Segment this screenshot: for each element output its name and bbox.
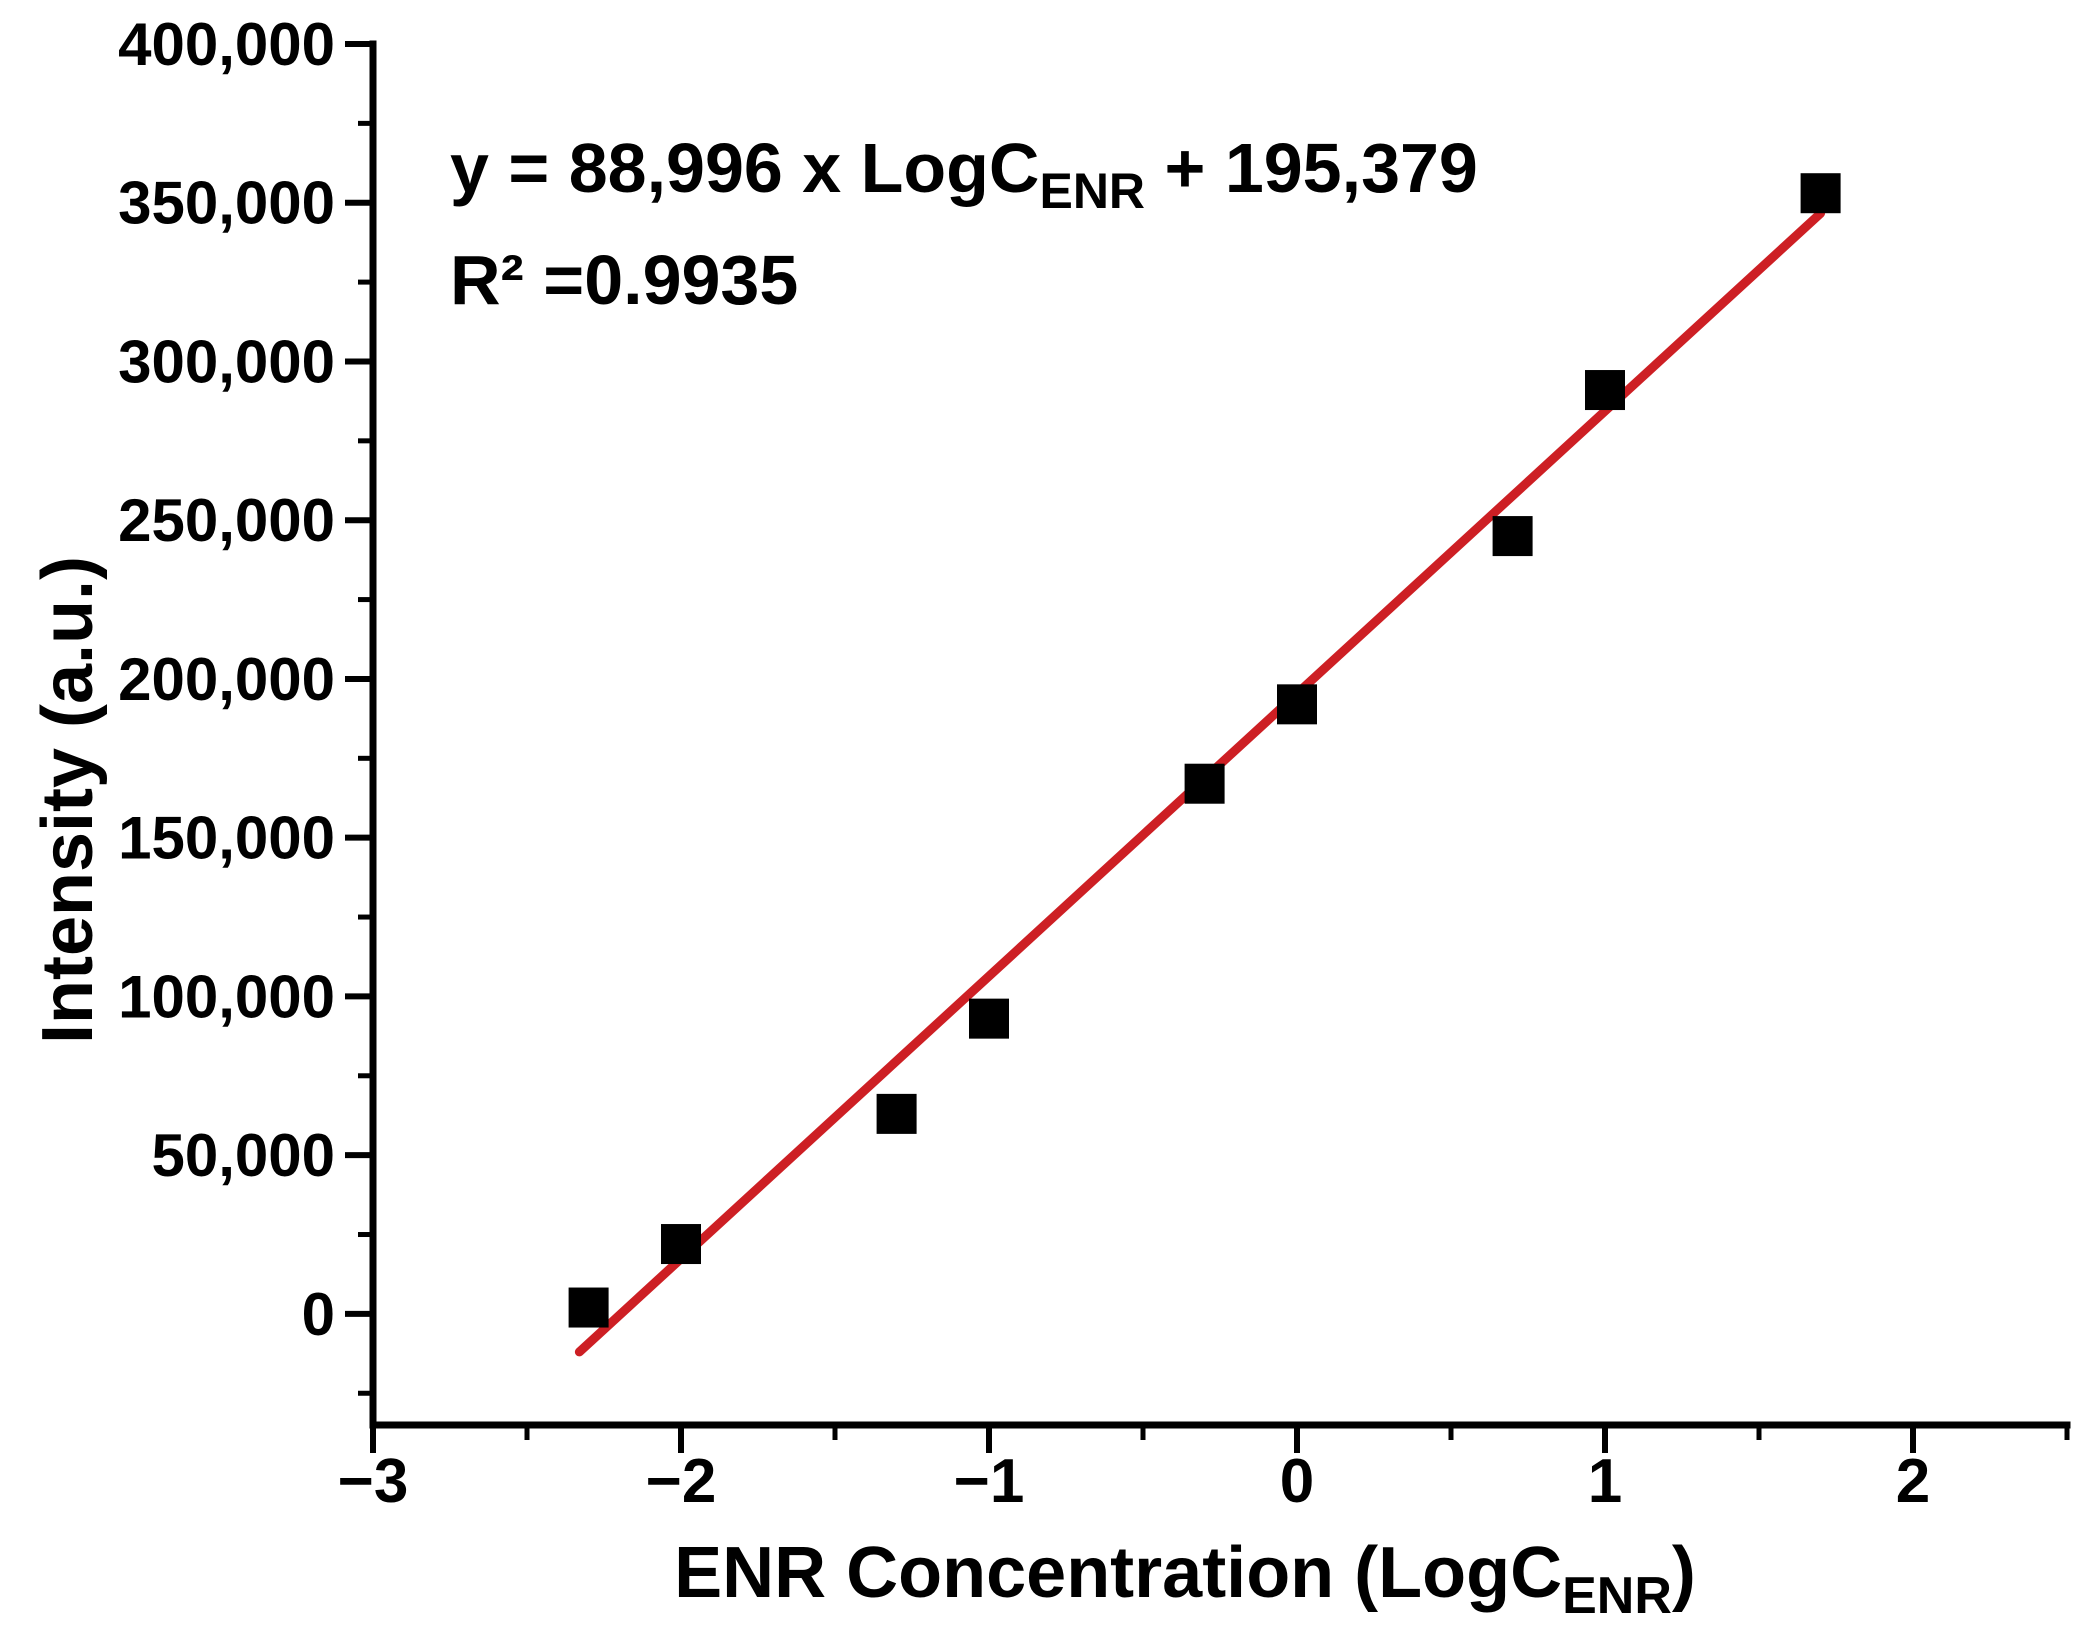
y-tick-label: 50,000 bbox=[151, 1122, 335, 1189]
x-tick-label: −2 bbox=[646, 1447, 717, 1516]
fit-equation-main: y = 88,996 x LogC bbox=[450, 129, 1039, 207]
y-tick-label: 400,000 bbox=[118, 11, 335, 78]
y-tick-label: 200,000 bbox=[118, 646, 335, 713]
y-tick-label: 100,000 bbox=[118, 963, 335, 1030]
fit-equation-tail: + 195,379 bbox=[1145, 129, 1478, 207]
fit-equation: y = 88,996 x LogCENR + 195,379 bbox=[450, 129, 1478, 219]
x-tick-label: −3 bbox=[338, 1447, 409, 1516]
fit-equation-subscript: ENR bbox=[1039, 163, 1145, 219]
r-squared-label: R² =0.9935 bbox=[450, 241, 798, 319]
y-tick-label: 300,000 bbox=[118, 328, 335, 395]
y-tick-label: 350,000 bbox=[118, 170, 335, 237]
tick-labels: 0 50,000 100,000 150,000 200,000 250,000 300,0… bbox=[118, 11, 1930, 1516]
data-points-group bbox=[568, 173, 1841, 1328]
x-tick-label: 1 bbox=[1588, 1447, 1622, 1516]
data-point bbox=[1585, 370, 1625, 411]
data-point bbox=[969, 998, 1009, 1039]
y-tick-label: 150,000 bbox=[118, 805, 335, 872]
y-tick-label: 0 bbox=[302, 1281, 335, 1348]
data-point bbox=[661, 1224, 701, 1265]
x-tick-label: 2 bbox=[1896, 1447, 1930, 1516]
x-axis-title-close: ) bbox=[1672, 1533, 1696, 1613]
y-tick-label: 250,000 bbox=[118, 487, 335, 554]
x-axis-title-subscript: ENR bbox=[1562, 1567, 1672, 1625]
data-point bbox=[568, 1287, 609, 1328]
axes-lines bbox=[369, 40, 2071, 1429]
data-point bbox=[1184, 763, 1225, 804]
x-tick-label: 0 bbox=[1280, 1447, 1314, 1516]
data-point bbox=[1492, 516, 1533, 557]
x-axis-title: ENR Concentration (LogCENR) bbox=[674, 1533, 1696, 1625]
data-point bbox=[1277, 684, 1317, 725]
y-axis-title: Intensity (a.u.) bbox=[28, 556, 108, 1044]
data-point bbox=[876, 1093, 917, 1134]
data-point bbox=[1800, 173, 1841, 214]
x-axis-title-main: ENR Concentration (LogC bbox=[674, 1533, 1562, 1613]
x-tick-label: −1 bbox=[954, 1447, 1025, 1516]
